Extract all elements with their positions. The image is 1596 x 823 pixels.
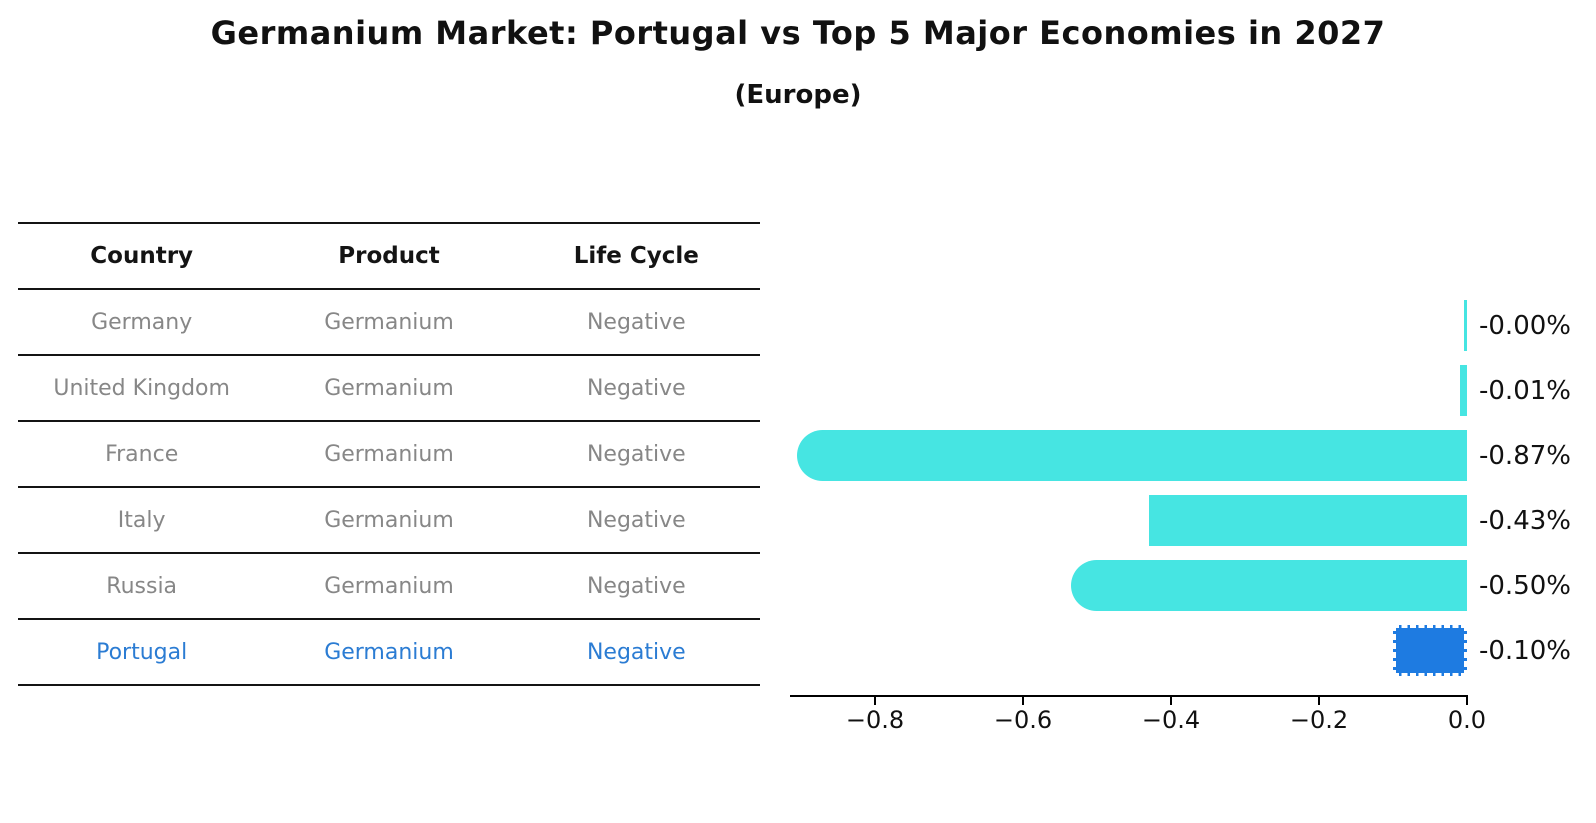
x-axis-spine (790, 695, 1468, 697)
table-cell-country: Germany (18, 288, 266, 355)
x-axis-tick-label: −0.2 (1289, 706, 1349, 734)
chart-subtitle: (Europe) (734, 80, 862, 110)
x-axis-tick-label: −0.4 (1141, 706, 1201, 734)
bar-italy (1148, 495, 1467, 546)
column-header-country: Country (18, 222, 266, 289)
chart-title: Germanium Market: Portugal vs Top 5 Majo… (210, 14, 1386, 52)
table-row-germany: Germany Germanium Negative (18, 288, 760, 355)
x-axis-tickmark (1317, 697, 1320, 705)
bar-value-label: -0.00% (1479, 310, 1571, 341)
country-table-header: Country Product Life Cycle (18, 222, 760, 289)
x-axis-tickmark (1466, 697, 1468, 705)
table-cell-life-cycle: Negative (512, 552, 760, 619)
x-axis-tickmark (1169, 697, 1172, 705)
bar-value-label: -0.10% (1479, 635, 1571, 666)
bar-value-label: -0.43% (1479, 505, 1571, 536)
column-header-product: Product (265, 222, 513, 289)
table-cell-life-cycle: Negative (512, 288, 760, 355)
bar-chart-plot: -0.00% -0.01% -0.87% -0.43% -0.50% -0.10% −0.… (790, 290, 1571, 734)
bar-united-kingdom (1459, 365, 1467, 416)
x-axis-tickmark (1021, 697, 1024, 705)
table-cell-product: Germanium (265, 354, 513, 421)
table-row-united-kingdom: United Kingdom Germanium Negative (18, 354, 760, 421)
table-cell-life-cycle: Negative (512, 354, 760, 421)
table-row-russia: Russia Germanium Negative (18, 552, 760, 619)
x-axis-tick-label: −0.6 (993, 706, 1053, 734)
table-row-italy: Italy Germanium Negative (18, 486, 760, 553)
table-cell-life-cycle: Negative (512, 420, 760, 487)
x-axis-tick-label: −0.8 (845, 706, 905, 734)
column-header-life-cycle: Life Cycle (512, 222, 760, 289)
table-row-france: France Germanium Negative (18, 420, 760, 487)
x-axis-tickmark (873, 697, 876, 705)
x-axis-tick-label: 0.0 (1447, 706, 1487, 734)
table-row-portugal: Portugal Germanium Negative (18, 618, 760, 686)
country-table: Country Product Life Cycle Germany German… (18, 222, 760, 686)
bar-value-label: -0.50% (1479, 570, 1571, 601)
bar-france (797, 430, 1467, 481)
table-cell-product: Germanium (265, 288, 513, 355)
table-cell-product: Germanium (265, 552, 513, 619)
table-cell-product: Germanium (265, 618, 513, 686)
bar-germany (1464, 300, 1467, 351)
table-cell-product: Germanium (265, 486, 513, 553)
table-cell-life-cycle: Negative (512, 618, 760, 686)
table-cell-product: Germanium (265, 420, 513, 487)
bar-russia (1070, 560, 1467, 611)
table-cell-country: United Kingdom (18, 354, 266, 421)
table-cell-country: Italy (18, 486, 266, 553)
table-cell-country: Russia (18, 552, 266, 619)
table-cell-life-cycle: Negative (512, 486, 760, 553)
table-cell-country: France (18, 420, 266, 487)
bar-portugal (1392, 625, 1467, 676)
bar-value-label: -0.01% (1479, 375, 1571, 406)
table-cell-country: Portugal (18, 618, 266, 686)
bar-value-label: -0.87% (1479, 440, 1571, 471)
